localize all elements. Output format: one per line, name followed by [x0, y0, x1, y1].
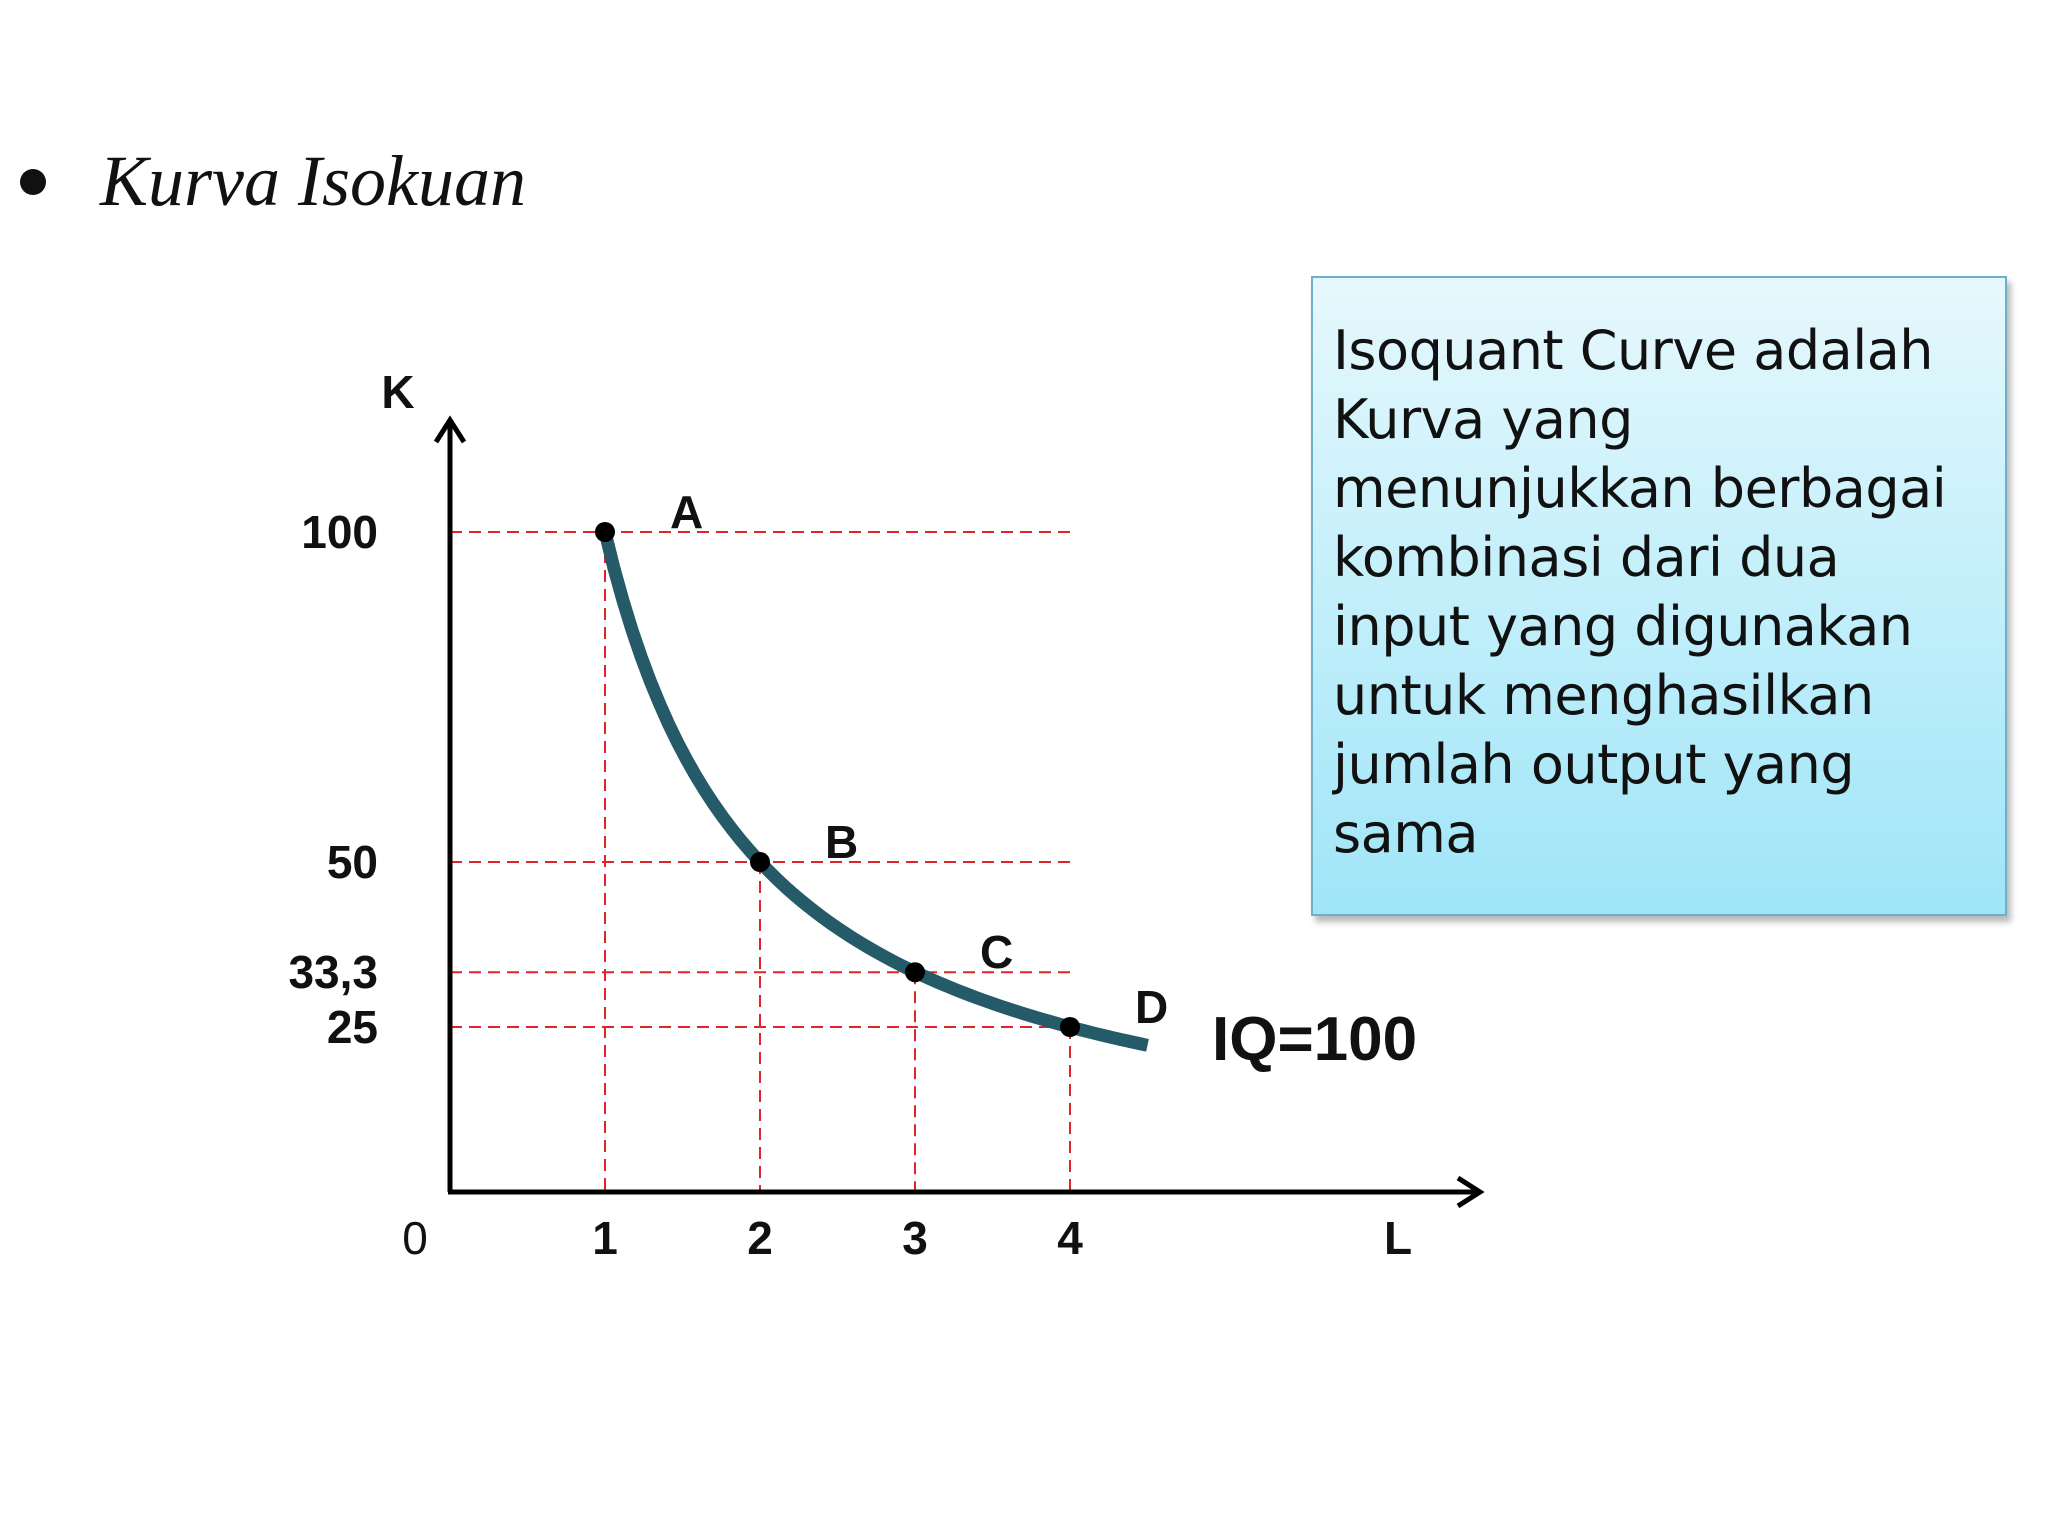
origin-label: 0 — [402, 1212, 428, 1264]
definition-text: Isoquant Curve adalah Kurva yang menunju… — [1333, 319, 1947, 865]
definition-box: Isoquant Curve adalah Kurva yang menunju… — [1311, 276, 2007, 916]
axis-labels: K L 0 — [381, 366, 1412, 1264]
curve-group — [598, 530, 1149, 1052]
y-tick-label: 100 — [301, 506, 378, 558]
point-marker-b — [750, 852, 770, 872]
point-label-c: C — [980, 926, 1013, 978]
point-label-d: D — [1135, 981, 1168, 1033]
slide-title-text: Kurva Isokuan — [100, 141, 526, 221]
point-label-a: A — [670, 486, 703, 538]
x-tick-label: 3 — [902, 1212, 928, 1264]
tick-labels: 100 50 33,325 1 2 3 4 — [288, 506, 1083, 1264]
isoquant-curve — [598, 530, 1149, 1052]
point-marker-d — [1060, 1017, 1080, 1037]
x-axis-label: L — [1384, 1212, 1412, 1264]
point-marker-a — [595, 522, 615, 542]
curve-label: IQ=100 — [1212, 1005, 1417, 1074]
x-tick-label: 4 — [1057, 1212, 1083, 1264]
y-axis-label: K — [381, 366, 414, 418]
slide-title: Kurva Isokuan — [20, 140, 526, 223]
bullet-icon — [20, 168, 46, 195]
x-tick-label: 2 — [747, 1212, 773, 1264]
point-marker-c — [905, 962, 925, 983]
x-tick-label: 1 — [592, 1212, 618, 1264]
y-tick-label: 50 — [327, 836, 378, 888]
axes — [433, 415, 1485, 1209]
points-group: A B C D — [595, 486, 1168, 1037]
y-tick-label: 25 — [327, 1001, 378, 1053]
y-axis-arrow-icon — [433, 415, 467, 444]
x-axis-arrow-icon — [1456, 1175, 1485, 1209]
y-tick-label: 33,3 — [288, 946, 378, 998]
guide-lines — [450, 531, 1071, 1192]
point-label-b: B — [825, 816, 858, 868]
